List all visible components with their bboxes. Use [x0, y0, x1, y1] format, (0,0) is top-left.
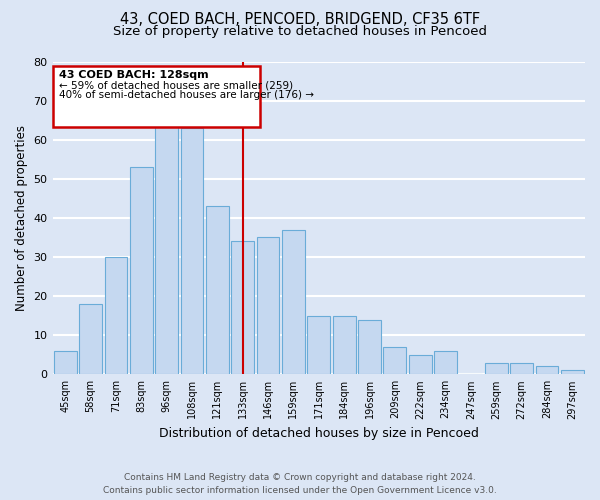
Bar: [409, 355, 431, 374]
X-axis label: Distribution of detached houses by size in Pencoed: Distribution of detached houses by size …: [159, 427, 479, 440]
Bar: [257, 238, 280, 374]
Text: 40% of semi-detached houses are larger (176) →: 40% of semi-detached houses are larger (…: [59, 90, 314, 101]
Bar: [434, 351, 457, 374]
Y-axis label: Number of detached properties: Number of detached properties: [15, 125, 28, 311]
Bar: [155, 116, 178, 374]
Bar: [104, 257, 127, 374]
Bar: [79, 304, 102, 374]
Bar: [561, 370, 584, 374]
Text: 43, COED BACH, PENCOED, BRIDGEND, CF35 6TF: 43, COED BACH, PENCOED, BRIDGEND, CF35 6…: [120, 12, 480, 28]
Bar: [510, 362, 533, 374]
Bar: [485, 362, 508, 374]
Text: ← 59% of detached houses are smaller (259): ← 59% of detached houses are smaller (25…: [59, 80, 293, 90]
Text: Contains HM Land Registry data © Crown copyright and database right 2024.
Contai: Contains HM Land Registry data © Crown c…: [103, 474, 497, 495]
Bar: [231, 242, 254, 374]
Bar: [206, 206, 229, 374]
Bar: [536, 366, 559, 374]
FancyBboxPatch shape: [53, 66, 260, 127]
Bar: [181, 128, 203, 374]
Bar: [333, 316, 356, 374]
Bar: [383, 347, 406, 374]
Bar: [358, 320, 381, 374]
Bar: [282, 230, 305, 374]
Bar: [307, 316, 330, 374]
Bar: [54, 351, 77, 374]
Text: 43 COED BACH: 128sqm: 43 COED BACH: 128sqm: [59, 70, 209, 81]
Text: Size of property relative to detached houses in Pencoed: Size of property relative to detached ho…: [113, 25, 487, 38]
Bar: [130, 167, 152, 374]
